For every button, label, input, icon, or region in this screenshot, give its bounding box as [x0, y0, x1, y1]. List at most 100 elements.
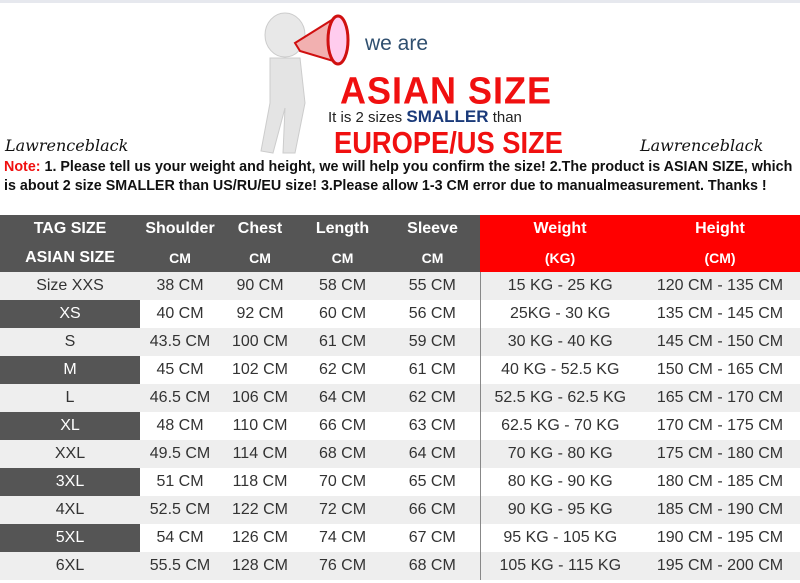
- table-cell: 90 KG - 95 KG: [479, 496, 640, 524]
- subtitle-smaller: SMALLER: [406, 107, 489, 126]
- subtitle-than: than: [492, 109, 522, 126]
- table-cell: 52.5 KG - 62.5 KG: [479, 384, 640, 412]
- table-cell: 51 CM: [140, 468, 220, 496]
- table-row: XL 48 CM 110 CM 66 CM 63 CM 62.5 KG - 70 KG 17…: [0, 412, 800, 440]
- banner-we-are: we are: [365, 32, 429, 55]
- size-cell: XL: [0, 412, 140, 440]
- table-cell: 180 CM - 185 CM: [640, 468, 800, 496]
- header-row: TAG SIZE Shoulder Chest Length Sleeve Weight H…: [0, 215, 800, 244]
- banner-subtitle: It is 2 sizes SMALLER than: [328, 107, 522, 127]
- table-cell: 170 CM - 175 CM: [640, 412, 800, 440]
- table-row: Size XXS 38 CM 90 CM 58 CM 55 CM 15 KG - 25 K…: [0, 272, 800, 300]
- size-cell: 3XL: [0, 468, 140, 496]
- table-cell: 54 CM: [140, 524, 220, 552]
- table-cell: 65 CM: [385, 468, 480, 496]
- header-row: ASIAN SIZE CM CM CM CM (KG) (CM): [0, 243, 800, 272]
- brand-right: Lawrenceblack: [640, 136, 764, 155]
- table-row: L 46.5 CM 106 CM 64 CM 62 CM 52.5 KG - 62.5 K…: [0, 384, 800, 412]
- table-cell: 105 KG - 115 KG: [479, 552, 640, 580]
- size-cell: S: [0, 328, 140, 356]
- header-cell: CM: [385, 243, 480, 272]
- table-row: XS 40 CM 92 CM 60 CM 56 CM 25KG - 30 KG 135 CM…: [0, 300, 800, 328]
- table-cell: 68 CM: [300, 440, 385, 468]
- top-bar: [0, 0, 800, 3]
- table-cell: 38 CM: [140, 272, 220, 300]
- subtitle-it-is: It is 2 sizes: [328, 109, 403, 126]
- table-cell: 118 CM: [220, 468, 300, 496]
- table-cell: 48 CM: [140, 412, 220, 440]
- table-row: XXL 49.5 CM 114 CM 68 CM 64 CM 70 KG - 80 KG 1…: [0, 440, 800, 468]
- table-cell: 70 KG - 80 KG: [479, 440, 640, 468]
- table-cell: 128 CM: [220, 552, 300, 580]
- table-cell: 61 CM: [300, 328, 385, 356]
- table-cell: 40 KG - 52.5 KG: [479, 356, 640, 384]
- table-cell: 102 CM: [220, 356, 300, 384]
- table-cell: 58 CM: [300, 272, 385, 300]
- banner-europe-us-size: EUROPE/US SIZE: [334, 125, 563, 160]
- size-cell: 5XL: [0, 524, 140, 552]
- table-cell: 110 CM: [220, 412, 300, 440]
- table-cell: 195 CM - 200 CM: [640, 552, 800, 580]
- header-cell: Length: [300, 215, 385, 244]
- table-cell: 59 CM: [385, 328, 480, 356]
- header-cell: Sleeve: [385, 215, 480, 244]
- header-cell: Height: [640, 215, 800, 244]
- table-cell: 185 CM - 190 CM: [640, 496, 800, 524]
- table-cell: 63 CM: [385, 412, 480, 440]
- table-cell: 150 CM - 165 CM: [640, 356, 800, 384]
- table-cell: 62 CM: [300, 356, 385, 384]
- table-cell: 62.5 KG - 70 KG: [479, 412, 640, 440]
- size-cell: XS: [0, 300, 140, 328]
- table-row: 5XL 54 CM 126 CM 74 CM 67 CM 95 KG - 105 KG 19…: [0, 524, 800, 552]
- table-row: S 43.5 CM 100 CM 61 CM 59 CM 30 KG - 40 KG 145…: [0, 328, 800, 356]
- table-cell: 114 CM: [220, 440, 300, 468]
- note-text: 1. Please tell us your weight and height…: [4, 159, 793, 194]
- table-cell: 15 KG - 25 KG: [479, 272, 640, 300]
- table-row: 6XL 55.5 CM 128 CM 76 CM 68 CM 105 KG - 115 K…: [0, 552, 800, 580]
- table-cell: 52.5 CM: [140, 496, 220, 524]
- table-cell: 67 CM: [385, 524, 480, 552]
- size-cell: 6XL: [0, 552, 140, 580]
- header-cell: (KG): [480, 243, 640, 272]
- table-cell: 190 CM - 195 CM: [640, 524, 800, 552]
- table-cell: 61 CM: [385, 356, 480, 384]
- table-cell: 30 KG - 40 KG: [479, 328, 640, 356]
- note-label: Note:: [4, 159, 41, 175]
- table-cell: 90 CM: [220, 272, 300, 300]
- table-cell: 122 CM: [220, 496, 300, 524]
- table-cell: 55 CM: [385, 272, 480, 300]
- size-cell: XXL: [0, 440, 140, 468]
- table-cell: 40 CM: [140, 300, 220, 328]
- table-cell: 100 CM: [220, 328, 300, 356]
- table-cell: 64 CM: [300, 384, 385, 412]
- table-cell: 76 CM: [300, 552, 385, 580]
- table-cell: 175 CM - 180 CM: [640, 440, 800, 468]
- header-cell: TAG SIZE: [0, 215, 140, 244]
- size-cell: L: [0, 384, 140, 412]
- table-cell: 45 CM: [140, 356, 220, 384]
- table-cell: 64 CM: [385, 440, 480, 468]
- table-cell: 95 KG - 105 KG: [479, 524, 640, 552]
- table-cell: 126 CM: [220, 524, 300, 552]
- header-cell: CM: [300, 243, 385, 272]
- header-cell: (CM): [640, 243, 800, 272]
- header-cell: CM: [220, 243, 300, 272]
- table-cell: 74 CM: [300, 524, 385, 552]
- table-cell: 62 CM: [385, 384, 480, 412]
- table-cell: 135 CM - 145 CM: [640, 300, 800, 328]
- note: Note: 1. Please tell us your weight and …: [4, 158, 800, 196]
- table-cell: 46.5 CM: [140, 384, 220, 412]
- table-cell: 106 CM: [220, 384, 300, 412]
- header-cell: ASIAN SIZE: [0, 243, 140, 272]
- table-cell: 43.5 CM: [140, 328, 220, 356]
- table-cell: 120 CM - 135 CM: [640, 272, 800, 300]
- brand-left: Lawrenceblack: [5, 136, 129, 155]
- size-chart-table: TAG SIZE Shoulder Chest Length Sleeve Weight H…: [0, 215, 800, 580]
- header-cell: Chest: [220, 215, 300, 244]
- table-cell: 56 CM: [385, 300, 480, 328]
- megaphone-figure-icon: [260, 12, 350, 154]
- table-cell: 55.5 CM: [140, 552, 220, 580]
- header-cell: Shoulder: [140, 215, 220, 244]
- size-cell: M: [0, 356, 140, 384]
- table-cell: 66 CM: [385, 496, 480, 524]
